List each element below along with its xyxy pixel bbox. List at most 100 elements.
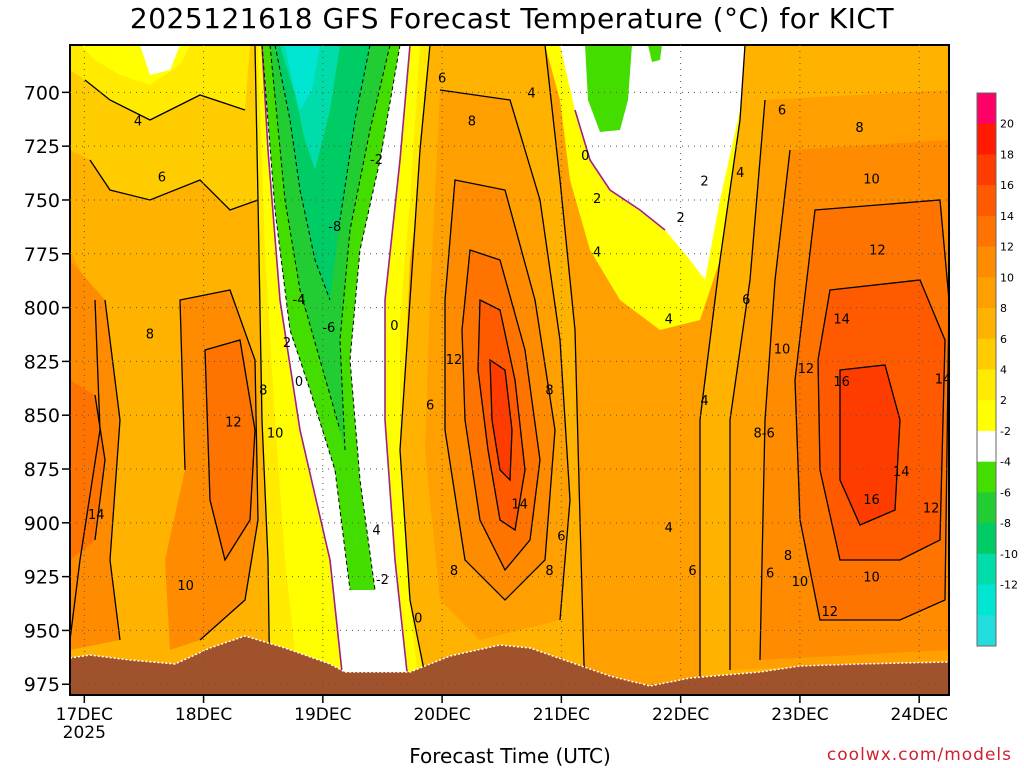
- colorbar-label-3: 14: [1000, 210, 1014, 223]
- colorbar-label-14: -10: [1000, 548, 1018, 561]
- contour-label-22: 8: [450, 564, 458, 579]
- band-green-upper-21dec: [585, 45, 632, 132]
- contour-label-37: 6: [688, 564, 696, 579]
- contour-label-40: 6: [778, 104, 786, 119]
- contour-label-48: 10: [863, 172, 880, 187]
- colorbar-label-6: 8: [1000, 302, 1007, 315]
- contour-label-16: -2: [376, 573, 389, 588]
- negative-contours: [261, 45, 401, 591]
- colorbar-swatch-7: [977, 308, 996, 340]
- contour-label-36: 4: [665, 521, 673, 536]
- contour-label-7: 10: [267, 426, 284, 441]
- colorbar-label-13: -8: [1000, 517, 1011, 530]
- colorbar-label-0: 20: [1000, 118, 1014, 131]
- band-12-14-left-core: [70, 380, 105, 560]
- grid: [70, 45, 949, 695]
- contour-label-8: 2: [283, 336, 291, 351]
- contour-label-53: 14: [893, 465, 910, 480]
- contour-label-49: 12: [869, 243, 886, 258]
- contour-label-23: 4: [527, 86, 535, 101]
- y-tick-label-900: 900: [24, 513, 60, 535]
- contour-label-9: 0: [295, 375, 303, 390]
- y-tick-label-850: 850: [24, 405, 60, 427]
- contour-label-52: 16: [863, 493, 880, 508]
- contour-label-6: 8: [259, 383, 267, 398]
- colorbar-label-7: 6: [1000, 333, 1007, 346]
- colorbar-swatch-11: [977, 430, 996, 463]
- contour-label-24: 8: [545, 383, 553, 398]
- contour-label-42: 12: [798, 362, 815, 377]
- contour-label-27: 8: [545, 564, 553, 579]
- x-tick-label-21DEC: 21DEC: [533, 705, 590, 725]
- contour-label-12: -8: [328, 220, 341, 235]
- colorbar-swatch-17: [977, 615, 996, 647]
- contour-label-15: 4: [372, 523, 380, 538]
- contour-label-1: 6: [158, 170, 166, 185]
- y-tick-label-975: 975: [24, 674, 60, 696]
- y-tick-label-825: 825: [24, 351, 60, 373]
- colorbar-label-5: 10: [1000, 271, 1014, 284]
- contour-label-44: 6: [766, 566, 774, 581]
- colorbar-label-9: 2: [1000, 394, 1007, 407]
- contour-label-45: 10: [792, 575, 809, 590]
- band-16-18-mid: [490, 360, 512, 480]
- colorbar-swatch-13: [977, 492, 996, 524]
- x-tick-label-19DEC: 19DEC: [294, 705, 351, 725]
- colorbar-swatch-2: [977, 154, 996, 186]
- colorbar-label-8: 4: [1000, 364, 1007, 377]
- y-tick-label-875: 875: [24, 459, 60, 481]
- white-patch-top-left: [140, 45, 180, 75]
- contour-lines: [70, 45, 949, 695]
- colorbar-label-15: -12: [1000, 579, 1018, 592]
- contour-label-51: 16: [833, 375, 850, 390]
- credit-link[interactable]: coolwx.com/models: [826, 745, 1012, 765]
- colorbar-frame: [976, 92, 997, 647]
- colorbar-label-12: -6: [1000, 486, 1011, 499]
- colorbar-swatch-9: [977, 369, 996, 401]
- contour-label-28: 0: [581, 149, 589, 164]
- contour-label-38: 6: [742, 293, 750, 308]
- y-tick-label-775: 775: [24, 244, 60, 266]
- colorbar-swatch-12: [977, 461, 996, 493]
- y-tick-label-725: 725: [24, 136, 60, 158]
- contour-label-19: 8: [468, 114, 476, 129]
- freezing-contours: [261, 45, 666, 695]
- colorbar-label-1: 18: [1000, 148, 1014, 161]
- contour-label-14: 0: [390, 319, 398, 334]
- colorbar: 20 18 16 14 12 10 8 6 4 2 -2 -4 -6 -8 -10 -12: [976, 92, 1018, 647]
- y-tick-label-700: 700: [24, 82, 60, 104]
- contour-labels: 46814101281020-4-6-8-204-206861284814680…: [88, 71, 952, 626]
- colorbar-swatch-5: [977, 246, 996, 278]
- contour-label-46: 12: [821, 605, 838, 620]
- colorbar-swatch-0: [977, 93, 996, 125]
- y-tick-label-925: 925: [24, 567, 60, 589]
- contour-label-30: 4: [593, 246, 601, 261]
- colorbar-swatch-6: [977, 277, 996, 309]
- x-axis-label: Forecast Time (UTC): [409, 744, 611, 768]
- contour-label-10: -4: [293, 293, 306, 308]
- colorbar-label-4: 12: [1000, 241, 1014, 254]
- contour-label-4: 10: [177, 579, 194, 594]
- band-12-14-mid-left: [205, 340, 255, 560]
- contour-label-3: 14: [88, 508, 105, 523]
- contour-label-56: 14: [935, 373, 952, 388]
- contour-label-54: 12: [923, 502, 940, 517]
- chart-title: 2025121618 GFS Forecast Temperature (°C)…: [129, 2, 895, 35]
- contour-label-33: 4: [736, 166, 744, 181]
- contour-label-18: 6: [438, 71, 446, 86]
- plot-frame: [69, 44, 950, 696]
- colorbar-swatch-8: [977, 338, 996, 370]
- contour-label-34: 4: [665, 312, 673, 327]
- contour-label-50: 14: [833, 312, 850, 327]
- contour-label-29: 2: [593, 192, 601, 207]
- contour-label-41: 10: [774, 342, 791, 357]
- x-tick-label-24DEC: 24DEC: [891, 705, 948, 725]
- temperature-field: 46814101281020-4-6-8-204-206861284814680…: [70, 45, 952, 695]
- colorbar-label-11: -4: [1000, 456, 1011, 469]
- contour-label-11: -6: [322, 321, 335, 336]
- contour-label-47: 8: [855, 121, 863, 136]
- x-tick-label-18DEC: 18DEC: [175, 705, 232, 725]
- colorbar-swatch-3: [977, 185, 996, 217]
- x-tick-label-22DEC: 22DEC: [652, 705, 709, 725]
- contour-label-43: 8: [784, 549, 792, 564]
